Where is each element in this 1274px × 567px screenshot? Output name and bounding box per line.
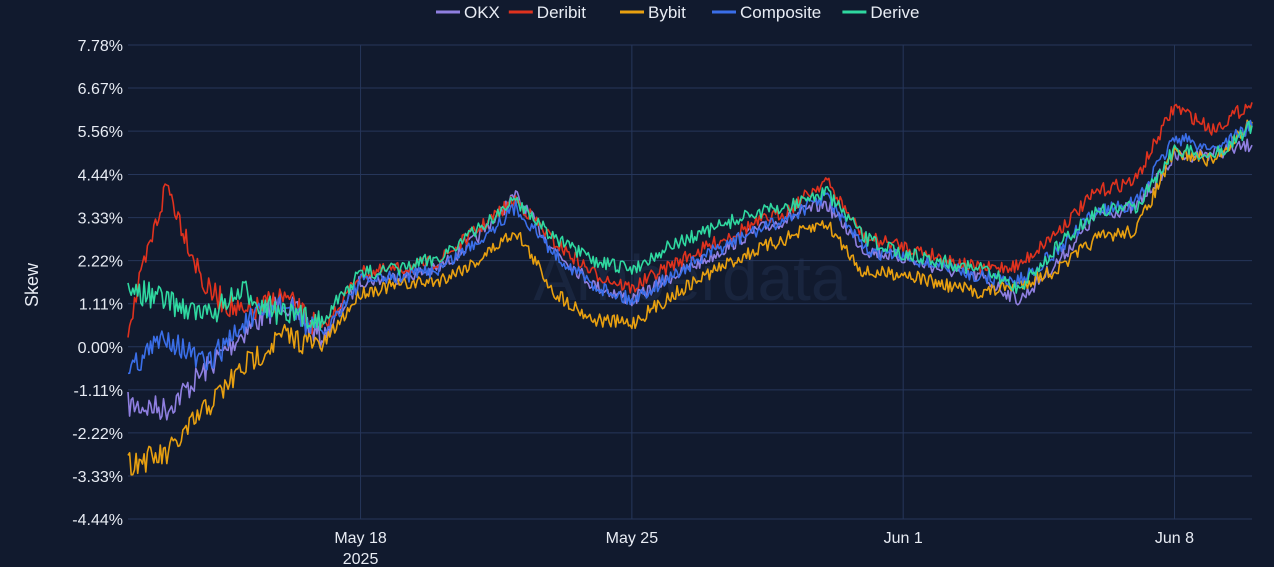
legend-label: Deribit: [537, 3, 586, 22]
legend-label: OKX: [464, 3, 500, 22]
y-tick-label: 4.44%: [78, 168, 123, 185]
y-tick-label: 1.11%: [79, 297, 123, 314]
x-tick-label: May 25: [606, 530, 659, 547]
y-tick-label: 6.67%: [78, 81, 123, 98]
y-tick-label: 7.78%: [78, 38, 123, 55]
y-tick-label: 3.33%: [78, 211, 123, 228]
y-tick-label: 2.22%: [78, 254, 123, 271]
x-tick-label: Jun 1: [884, 530, 923, 547]
legend-item-bybit[interactable]: Bybit: [620, 3, 686, 22]
legend-item-derive[interactable]: Derive: [842, 3, 920, 22]
y-axis-label: Skew: [22, 262, 42, 307]
series-line-bybit: [127, 119, 1253, 476]
x-axis-ticks: May 18 2025 May 25 Jun 1 Jun 8: [334, 530, 1194, 567]
series-line-composite: [127, 119, 1253, 375]
x-tick-label: May 18: [334, 530, 387, 547]
legend-item-okx[interactable]: OKX: [436, 3, 500, 22]
legend-label: Derive: [870, 3, 919, 22]
y-tick-label: -3.33%: [72, 469, 123, 486]
legend-label: Composite: [740, 3, 821, 22]
y-tick-label: -4.44%: [72, 512, 123, 529]
y-tick-label: -2.22%: [72, 426, 123, 443]
legend-item-deribit[interactable]: Deribit: [508, 3, 586, 22]
x-tick-label: Jun 8: [1155, 530, 1194, 547]
x-tick-sublabel: 2025: [343, 551, 379, 567]
y-tick-label: 0.00%: [78, 340, 123, 357]
legend[interactable]: OKX Deribit Bybit Composite Derive: [436, 3, 920, 22]
series-line-okx: [127, 138, 1253, 421]
legend-item-composite[interactable]: Composite: [712, 3, 821, 22]
series-lines: [127, 102, 1253, 476]
series-line-derive: [127, 120, 1253, 331]
legend-label: Bybit: [648, 3, 686, 22]
y-tick-label: 5.56%: [78, 124, 123, 141]
y-tick-label: -1.11%: [73, 383, 123, 400]
y-axis-ticks: 7.78% 6.67% 5.56% 4.44% 3.33% 2.22% 1.11% 0.00%…: [72, 38, 123, 529]
